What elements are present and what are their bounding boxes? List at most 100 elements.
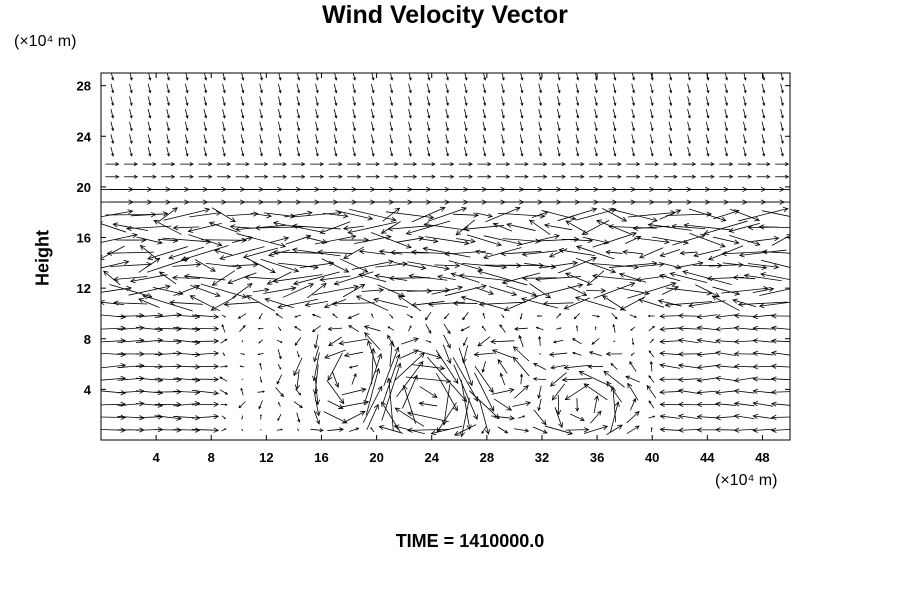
wind-arrowhead [120, 314, 127, 320]
wind-arrowhead [338, 174, 343, 179]
wind-arrow [109, 284, 152, 298]
wind-arrowhead [677, 376, 684, 383]
wind-arrow [126, 225, 172, 230]
wind-arrowhead [112, 222, 119, 228]
wind-arrowhead [299, 404, 303, 409]
wind-arrow [191, 403, 219, 406]
wind-arrowhead [391, 316, 394, 319]
wind-arrowhead [576, 140, 580, 145]
wind-arrow [613, 340, 616, 343]
wind-arrow [191, 429, 219, 431]
wind-arrowhead [766, 162, 771, 167]
wind-arrow [352, 121, 356, 131]
wind-arrowhead [225, 365, 228, 368]
wind-arrowhead [397, 295, 404, 301]
wind-arrow [408, 325, 412, 332]
wind-arrow [259, 363, 262, 370]
wind-arrowhead [260, 115, 263, 119]
wind-arrowhead [204, 90, 208, 94]
wind-arrow [631, 83, 635, 93]
wind-arrowhead [470, 238, 476, 244]
wind-arrow [753, 428, 774, 431]
wind-arrowhead [262, 390, 265, 393]
wind-arrow [219, 246, 265, 260]
wind-arrow [129, 73, 133, 81]
wind-arrowhead [594, 153, 598, 157]
wind-arrow [684, 224, 731, 231]
wind-arrow [154, 415, 182, 420]
wind-arrow [324, 299, 347, 308]
wind-arrowhead [564, 395, 571, 401]
wind-arrowhead [650, 128, 654, 132]
wind-arrow [743, 83, 747, 93]
wind-arrowhead [390, 77, 394, 81]
wind-arrowhead [725, 128, 728, 132]
wind-arrowhead [754, 240, 761, 247]
wind-arrow [371, 73, 374, 81]
wind-arrow [638, 298, 665, 308]
wind-arrowhead [561, 162, 566, 167]
wind-arrow [235, 224, 286, 230]
wind-arrowhead [489, 406, 495, 412]
wind-arrow [462, 311, 469, 320]
wind-arrow [559, 249, 596, 257]
wind-arrow [352, 134, 356, 144]
wind-arrow [173, 429, 200, 431]
wind-arrowhead [600, 288, 607, 294]
wind-arrowhead [439, 365, 446, 371]
wind-arrowhead [632, 397, 637, 403]
wind-arrowhead [166, 102, 170, 107]
wind-arrow [463, 134, 467, 144]
wind-arrow [697, 327, 718, 331]
wind-arrowhead [669, 115, 673, 119]
wind-arrow [479, 301, 526, 305]
wind-arrow [582, 220, 610, 235]
wind-arrow [483, 247, 522, 259]
wind-arrow [393, 262, 426, 269]
wind-arrowhead [412, 174, 418, 179]
wind-arrow [162, 237, 211, 243]
wind-arrowhead [405, 243, 412, 249]
wind-arrowhead [696, 427, 703, 433]
wind-arrowhead [706, 90, 710, 94]
wind-arrow [771, 365, 790, 368]
wind-arrowhead [171, 275, 178, 281]
wind-arrow [408, 146, 412, 156]
x-tick-label: 28 [480, 450, 494, 465]
wind-arrow [221, 324, 226, 333]
wind-arrowhead [353, 90, 356, 94]
wind-arrow [504, 295, 539, 311]
wind-arrowhead [501, 153, 505, 157]
wind-arrowhead [780, 140, 784, 145]
wind-arrow [666, 213, 712, 216]
wind-arrowhead [468, 174, 473, 179]
wind-arrowhead [464, 115, 468, 119]
wind-arrow [173, 377, 200, 381]
wind-arrowhead [506, 405, 513, 411]
wind-arrowhead [272, 220, 279, 227]
wind-arrowhead [378, 249, 385, 255]
wind-arrow [544, 224, 573, 231]
wind-arrowhead [311, 313, 316, 317]
wind-arrowhead [558, 422, 564, 429]
wind-arrow [583, 425, 608, 434]
wind-arrowhead [279, 329, 282, 332]
wind-arrowhead [333, 280, 340, 286]
wind-arrow [734, 415, 755, 420]
wind-arrow [697, 416, 718, 419]
wind-arrowhead [394, 174, 399, 179]
wind-arrowhead [659, 326, 665, 332]
wind-arrowhead [557, 140, 561, 145]
wind-arrowhead [278, 128, 282, 132]
wind-arrow [113, 223, 149, 231]
wind-arrow [451, 273, 480, 283]
wind-arrowhead [762, 153, 766, 157]
wind-arrow [668, 83, 672, 93]
wind-arrowhead [715, 350, 721, 356]
wind-arrowhead [677, 401, 684, 408]
wind-arrowhead [152, 174, 157, 179]
wind-arrow [575, 297, 616, 310]
wind-arrow [743, 121, 747, 131]
wind-arrow [448, 260, 483, 271]
wind-arrowhead [148, 90, 152, 94]
